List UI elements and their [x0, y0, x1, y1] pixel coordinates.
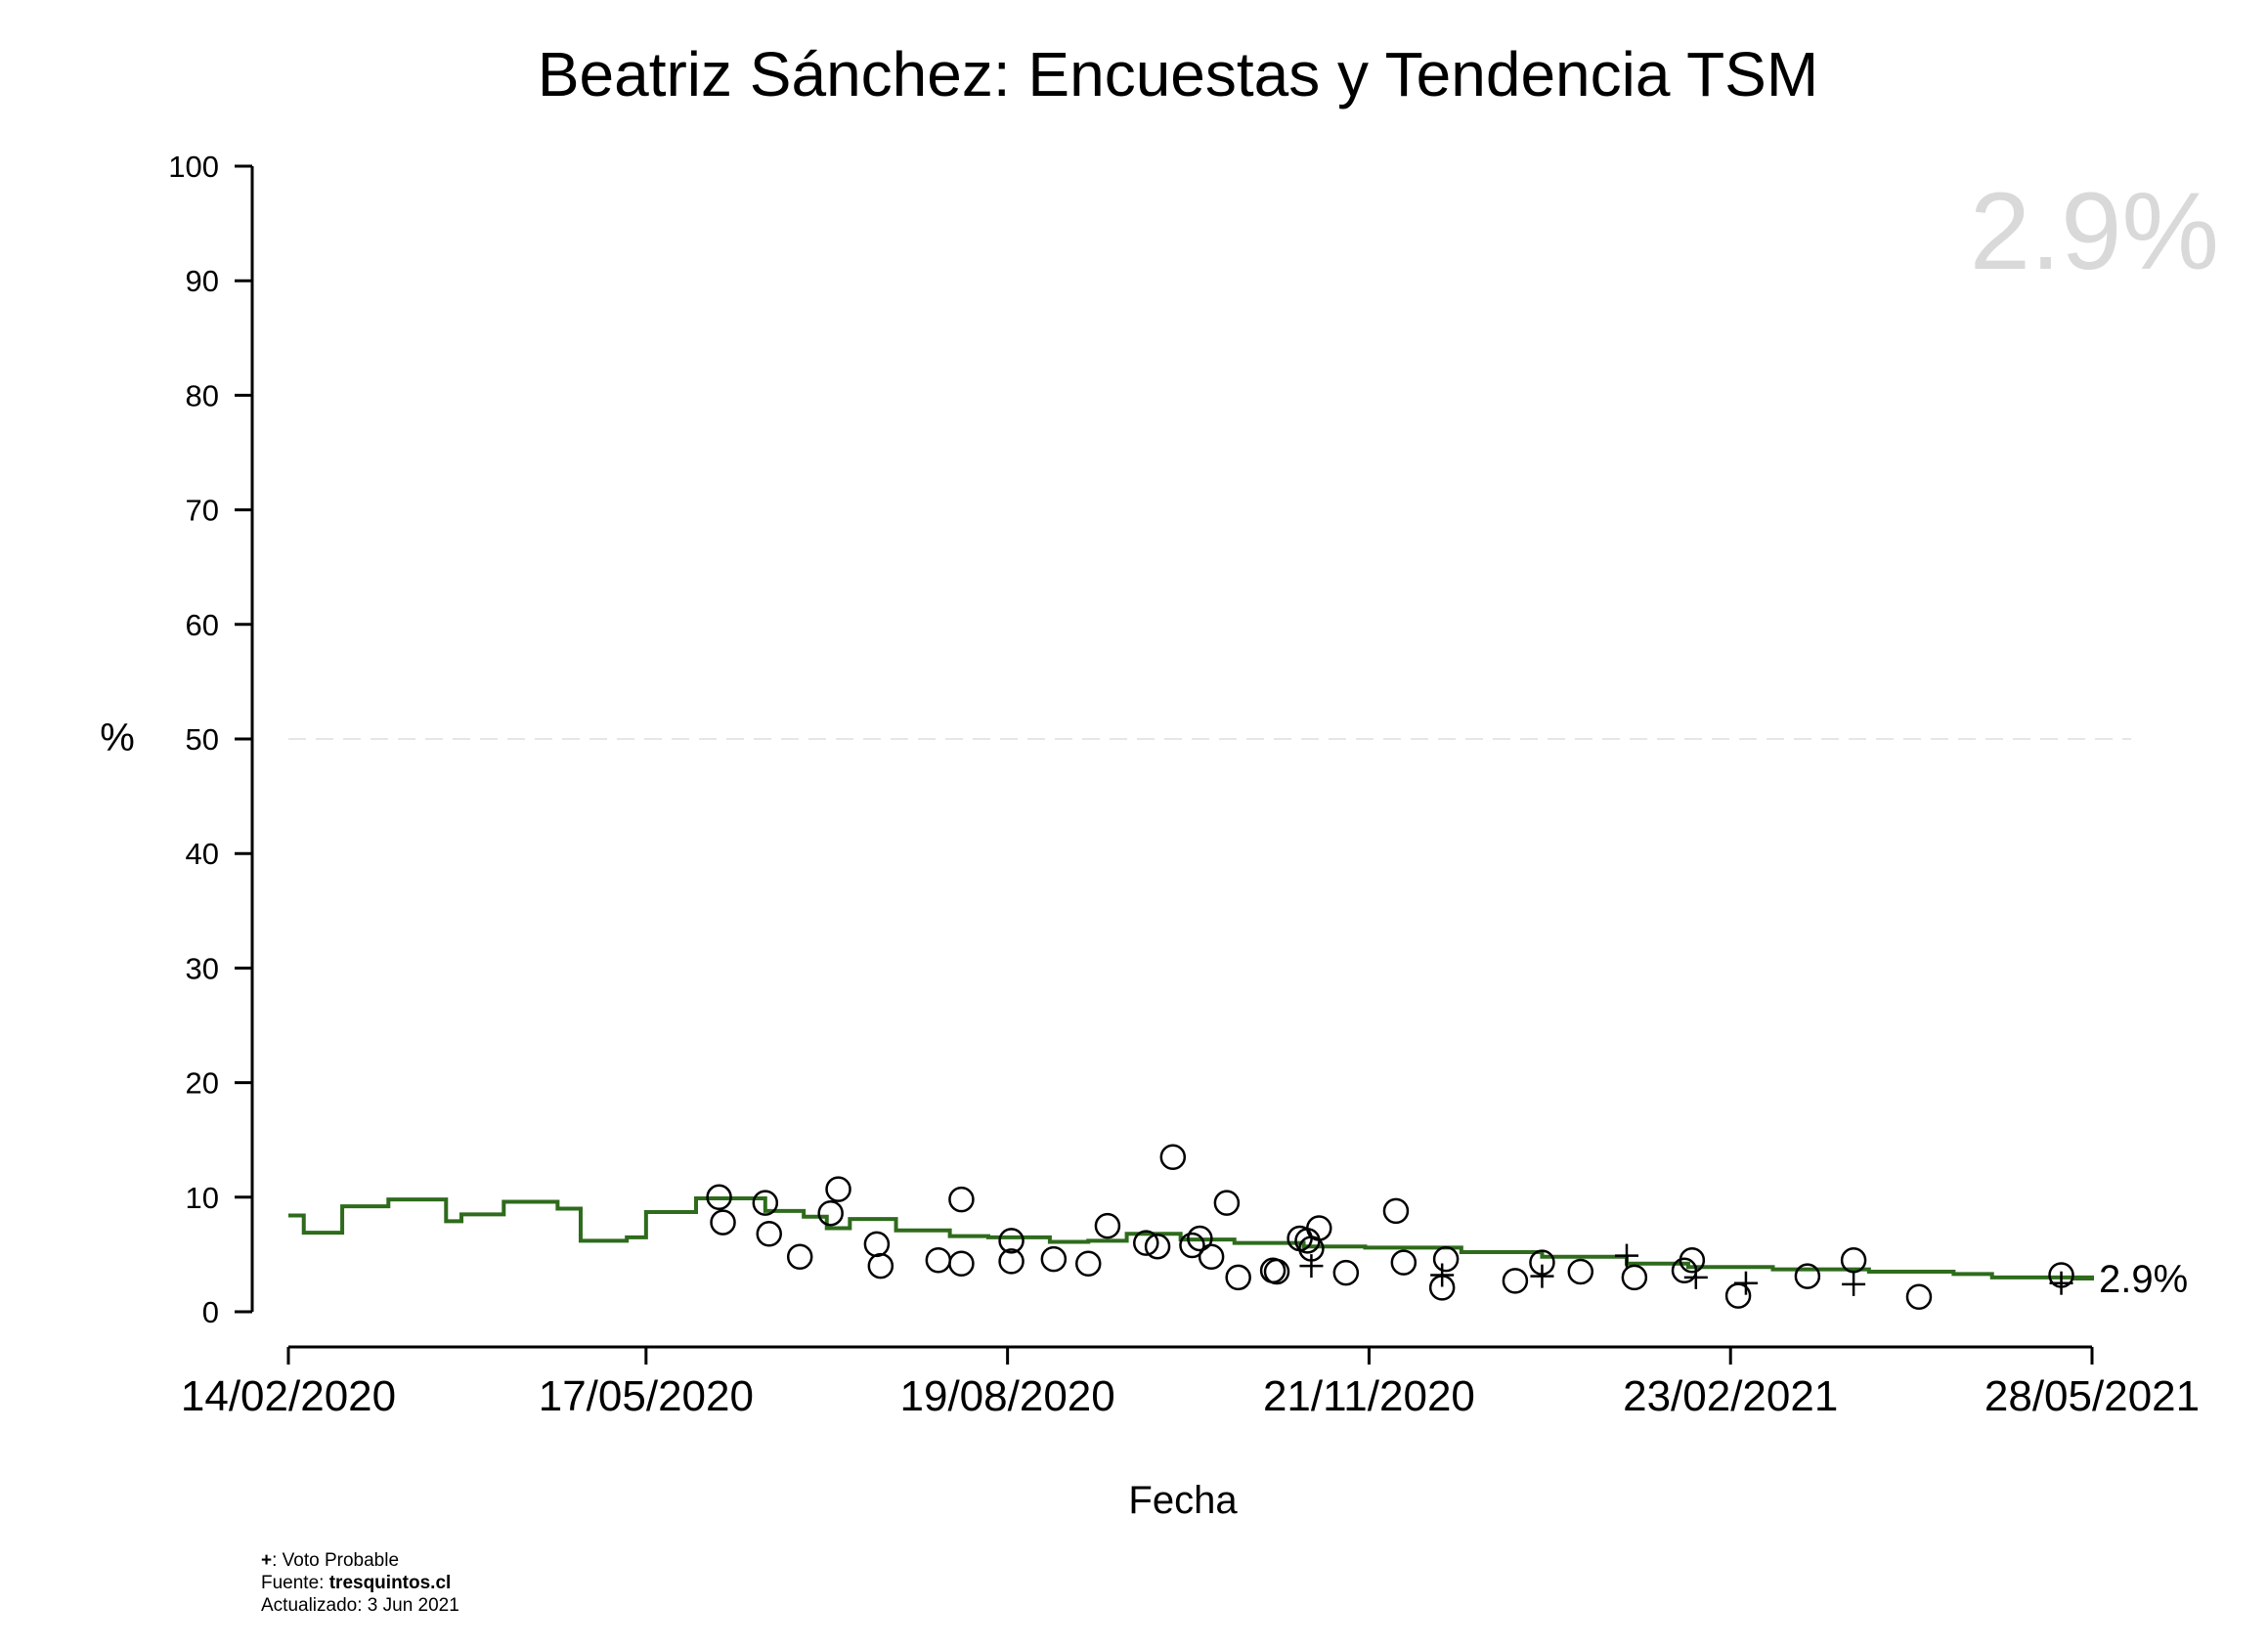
poll-point: [1794, 1263, 1821, 1289]
poll-point: [752, 1190, 779, 1216]
x-tick-label: 14/02/2020: [181, 1372, 396, 1420]
poll-point: [1198, 1243, 1225, 1270]
y-tick-label: 40: [186, 837, 219, 871]
poll-point: [1679, 1247, 1706, 1274]
source-label: Fuente:: [261, 1573, 329, 1593]
poll-point: [1840, 1247, 1867, 1274]
poll-point: [998, 1228, 1025, 1254]
poll-point: [1179, 1232, 1205, 1259]
legend-note: +: Voto Probable: [261, 1549, 459, 1572]
poll-point-likely-voter: [1430, 1263, 1455, 1287]
x-tick-label: 17/05/2020: [539, 1372, 754, 1420]
poll-point: [925, 1247, 952, 1274]
poll-point: [1332, 1259, 1360, 1286]
poll-point: [867, 1252, 894, 1279]
plus-symbol: +: [261, 1550, 273, 1571]
chart-title: Beatriz Sánchez: Encuestas y Tendencia T…: [538, 39, 1818, 109]
poll-point-likely-voter: [1842, 1272, 1866, 1296]
poll-point: [998, 1248, 1025, 1275]
end-value-label: 2.9%: [2099, 1258, 2188, 1301]
y-tick-label: 60: [186, 608, 219, 642]
poll-point: [1225, 1264, 1251, 1291]
poll-point-likely-voter: [1683, 1265, 1708, 1289]
y-tick-label: 70: [186, 494, 219, 528]
source-note: Fuente: tresquintos.cl: [261, 1572, 459, 1594]
legend-text: : Voto Probable: [272, 1550, 400, 1571]
y-tick-label: 0: [202, 1295, 219, 1329]
x-axis-label: Fecha: [1128, 1479, 1238, 1522]
poll-point: [1502, 1268, 1529, 1294]
poll-point: [1306, 1215, 1332, 1241]
poll-point: [948, 1250, 975, 1278]
poll-point: [1159, 1144, 1187, 1171]
poll-point: [1144, 1233, 1171, 1260]
poll-point: [1621, 1264, 1648, 1291]
y-tick-label: 50: [186, 722, 219, 757]
y-tick-label: 100: [168, 150, 219, 184]
poll-point: [1259, 1257, 1287, 1284]
poll-point-likely-voter: [1530, 1264, 1554, 1288]
poll-point-likely-voter: [1299, 1254, 1324, 1279]
poll-point: [1382, 1197, 1410, 1225]
poll-point: [1187, 1225, 1213, 1252]
poll-point: [786, 1243, 813, 1270]
y-tick-label: 10: [186, 1181, 219, 1215]
poll-point: [1094, 1212, 1121, 1239]
x-tick-label: 19/08/2020: [900, 1372, 1115, 1420]
poll-point: [1567, 1258, 1594, 1285]
poll-point: [817, 1199, 844, 1227]
poll-point: [756, 1221, 782, 1247]
y-axis-label: %: [100, 716, 135, 759]
poll-point-likely-voter: [1733, 1271, 1758, 1295]
chart-footer: +: Voto Probable Fuente: tresquintos.cl …: [261, 1549, 459, 1617]
trend-line: [288, 1195, 2094, 1281]
poll-point-likely-voter: [1614, 1243, 1638, 1268]
big-latest-value: 2.9%: [1970, 170, 2219, 292]
poll-point: [710, 1209, 736, 1236]
poll-point: [1390, 1249, 1418, 1276]
y-tick-label: 80: [186, 378, 219, 412]
y-tick-label: 20: [186, 1066, 219, 1101]
poll-point: [1432, 1245, 1460, 1273]
x-tick-label: 21/11/2020: [1263, 1372, 1475, 1420]
y-tick-label: 90: [186, 264, 219, 298]
poll-point-likely-voter: [2049, 1271, 2073, 1295]
x-tick-label: 28/05/2021: [1984, 1372, 2200, 1420]
poll-point: [1075, 1250, 1102, 1278]
poll-point: [1213, 1190, 1241, 1216]
poll-point: [948, 1186, 975, 1213]
poll-point: [1133, 1230, 1159, 1256]
source-value: tresquintos.cl: [328, 1573, 452, 1593]
y-tick-label: 30: [186, 951, 219, 985]
poll-point: [863, 1231, 891, 1258]
poll-point: [706, 1184, 732, 1211]
poll-point: [1040, 1245, 1068, 1273]
x-tick-label: 23/02/2021: [1623, 1372, 1838, 1420]
updated-note: Actualizado: 3 Jun 2021: [261, 1595, 459, 1616]
poll-point: [1905, 1283, 1933, 1311]
poll-point: [825, 1176, 851, 1202]
